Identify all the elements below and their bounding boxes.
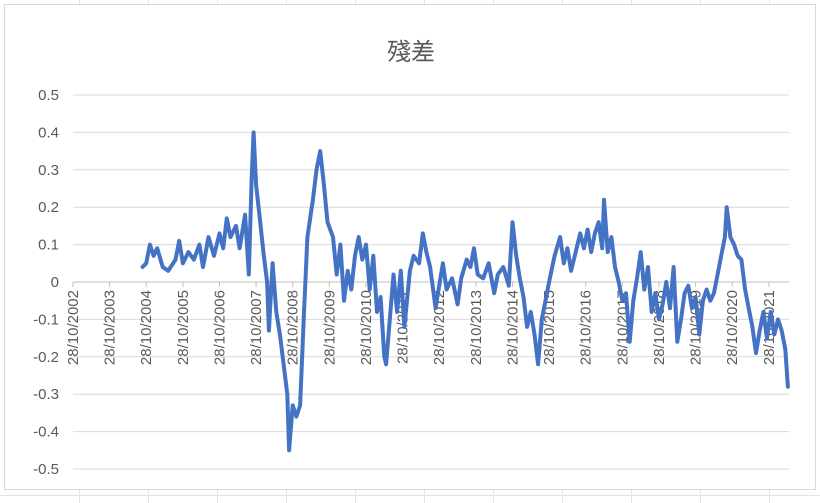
plot-series[interactable] <box>140 130 790 453</box>
x-tick-label: 28/10/2004 <box>138 290 155 365</box>
x-tick-label: 28/10/2006 <box>211 290 228 365</box>
x-tick-label: 28/10/2013 <box>468 290 485 365</box>
y-tick-label: 0.4 <box>38 124 59 141</box>
y-tick-label: -0.4 <box>33 424 59 441</box>
y-tick-label: 0 <box>51 274 59 291</box>
x-tick-label: 28/10/2007 <box>248 290 265 365</box>
y-tick-label: 0.1 <box>38 237 59 254</box>
y-tick-label: -0.2 <box>33 349 59 366</box>
y-tick-label: 0.5 <box>38 87 59 104</box>
x-tick-label: 28/10/2010 <box>358 290 375 365</box>
y-tick-label: -0.3 <box>33 386 59 403</box>
y-tick-label: -0.5 <box>33 461 59 478</box>
y-axis: 0.5 0.4 0.3 0.2 0.1 0 -0.1 -0.2 -0.3 -0.4 -0.5 <box>33 87 59 478</box>
chart-area[interactable]: 殘差 0.5 0.4 0.3 0.2 0.1 0 -0.1 -0.2 -0.3 -0.4 -0.5 … <box>4 4 816 490</box>
sheet-gridline <box>0 495 820 496</box>
x-tick-label: 28/10/2009 <box>321 290 338 365</box>
series-line-0[interactable] <box>140 130 790 453</box>
x-tick-label: 28/10/2002 <box>65 290 82 365</box>
x-tick-label: 28/10/2003 <box>102 290 119 365</box>
chart-title: 殘差 <box>387 38 435 66</box>
x-tick-label: 28/10/2014 <box>504 290 521 365</box>
x-tick-label: 28/10/2005 <box>175 290 192 365</box>
y-tick-label: -0.1 <box>33 311 59 328</box>
y-tick-label: 0.2 <box>38 199 59 216</box>
x-axis: 28/10/2002 28/10/2003 28/10/2004 28/10/2005… <box>65 282 778 365</box>
x-tick-label: 28/10/2018 <box>651 290 668 365</box>
x-tick-label: 28/10/2020 <box>724 290 741 365</box>
y-tick-label: 0.3 <box>38 162 59 179</box>
x-tick-label: 28/10/2008 <box>285 290 302 365</box>
x-tick-label: 28/10/2016 <box>578 290 595 365</box>
chart-canvas: 殘差 0.50.40.30.20.10-0.1-0.2-0.3-0.4-0.5 … <box>33 38 790 478</box>
